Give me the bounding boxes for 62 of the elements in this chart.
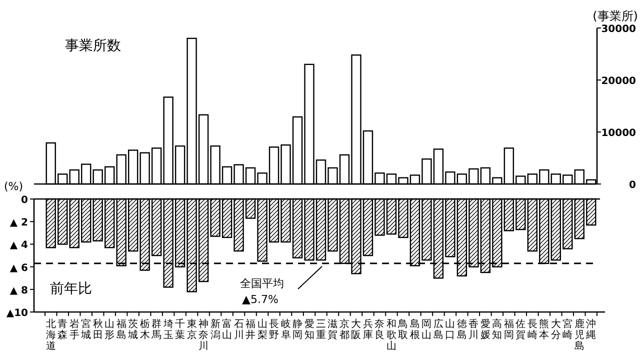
y-tick-label: ▲ 2 xyxy=(10,218,28,229)
x-tick-label: 宮崎 xyxy=(562,318,573,341)
x-tick-label: 群馬 xyxy=(150,318,162,341)
y-tick-label: 10000 xyxy=(601,128,636,139)
x-tick-label: 愛知 xyxy=(304,318,314,341)
x-tick-label: 青森 xyxy=(58,318,68,341)
x-tick-label: 埼玉 xyxy=(162,318,174,341)
x-tick-label: 大分 xyxy=(550,318,561,341)
x-tick-label: 福岡 xyxy=(504,318,514,341)
x-tick-label: 徳島 xyxy=(456,319,467,341)
x-tick-label: 神奈川 xyxy=(198,318,209,352)
x-tick-label: 長崎 xyxy=(527,319,538,341)
x-tick-label: 長野 xyxy=(269,319,280,341)
x-tick-label: 香川 xyxy=(468,318,479,341)
x-tick-label: 広島 xyxy=(433,318,444,341)
x-tick-label: 北海道 xyxy=(46,318,56,352)
y-tick-label: 0 xyxy=(629,180,636,191)
x-tick-label: 千葉 xyxy=(175,318,186,341)
x-tick-label: 岡山 xyxy=(422,319,432,341)
x-tick-label: 山口 xyxy=(445,318,456,341)
y-tick-label: ▲ 8 xyxy=(10,285,28,296)
x-tick-label: 岩手 xyxy=(69,318,80,341)
y-tick-label: 0 xyxy=(21,195,28,206)
legend-label: 全国平均 ▲5.7% xyxy=(240,277,284,306)
y-tick-label: ▲ 4 xyxy=(10,240,28,252)
x-tick-label: 鳥取 xyxy=(397,318,408,341)
y-axis-title: (%) xyxy=(4,180,24,193)
x-tick-label: 鹿児島 xyxy=(574,318,584,352)
x-tick-label: 奈良 xyxy=(374,319,385,341)
x-tick-label: 大阪 xyxy=(351,318,362,341)
x-tick-label: 京都 xyxy=(339,318,350,341)
x-tick-label: 東京 xyxy=(186,318,197,341)
x-tick-label: 滋賀 xyxy=(328,318,338,341)
x-tick-label: 和歌山 xyxy=(386,318,396,352)
x-tick-label: 秋田 xyxy=(92,318,103,341)
x-tick-label: 福島 xyxy=(116,318,126,341)
x-tick-label: 福井 xyxy=(246,318,256,341)
y-tick-label: ▲ 6 xyxy=(10,262,28,274)
x-tick-label: 富山 xyxy=(222,318,232,341)
y-axis-title: (事業所) xyxy=(592,9,638,23)
x-tick-label: 島根 xyxy=(410,318,420,341)
x-tick-label: 兵庫 xyxy=(362,318,373,341)
x-tick-label: 山梨 xyxy=(257,318,268,341)
y-tick-label: ▲10 xyxy=(6,308,28,319)
x-tick-label: 佐賀 xyxy=(516,319,526,341)
x-tick-label: 栃木 xyxy=(140,318,150,341)
x-tick-label: 岐阜 xyxy=(280,318,291,341)
x-tick-label: 茨城 xyxy=(127,318,138,341)
x-tick-label: 山形 xyxy=(104,318,115,341)
x-tick-label: 三重 xyxy=(316,319,326,341)
x-tick-label: 愛媛 xyxy=(480,318,490,341)
x-tick-label: 高知 xyxy=(492,318,502,341)
x-tick-label: 新潟 xyxy=(210,318,220,341)
x-tick-label: 沖縄 xyxy=(585,318,596,341)
y-tick-label: 20000 xyxy=(601,76,636,87)
text: 前年比 xyxy=(50,281,92,297)
y-tick-label: 30000 xyxy=(601,24,636,35)
x-tick-label: 静岡 xyxy=(292,318,303,341)
text: 事業所数 xyxy=(65,38,121,54)
x-tick-label: 宮城 xyxy=(80,318,92,341)
x-tick-label: 石川 xyxy=(234,319,244,341)
x-tick-label: 熊本 xyxy=(539,318,550,341)
